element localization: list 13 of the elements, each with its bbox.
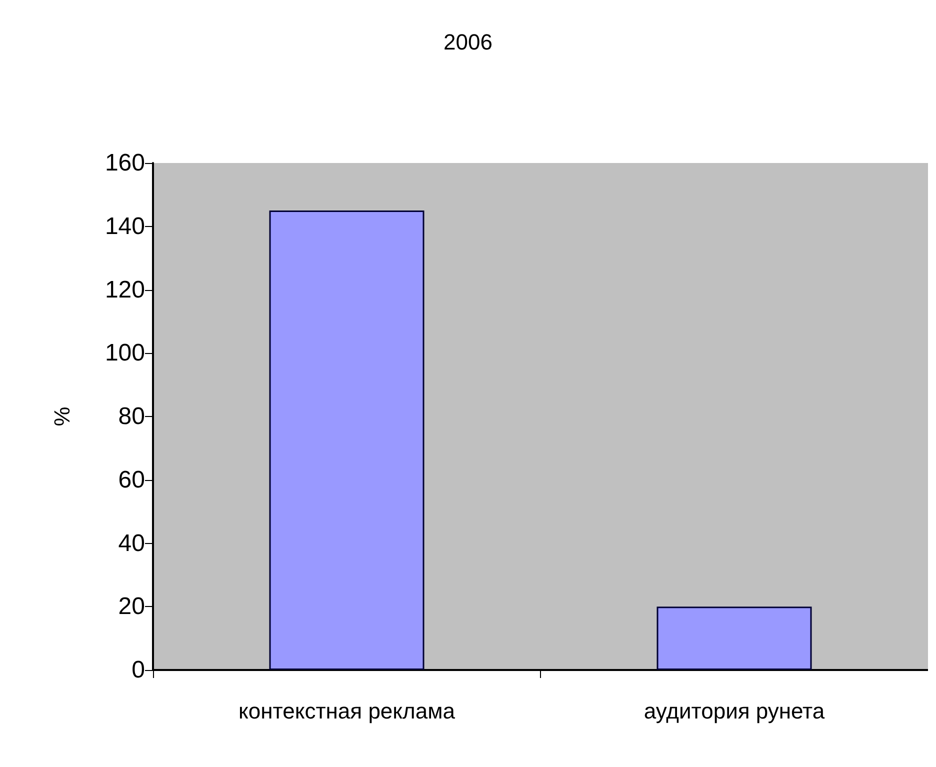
y-tick-label: 160 bbox=[104, 150, 145, 176]
chart-title: 2006 bbox=[444, 30, 492, 54]
x-tick-label: контекстная реклама bbox=[238, 698, 456, 724]
y-tick-label: 40 bbox=[118, 530, 145, 557]
y-tick-label: 120 bbox=[104, 276, 145, 304]
y-tick-label: 60 bbox=[118, 466, 145, 494]
y-tick-label: 20 bbox=[118, 593, 145, 620]
y-tick-label: 0 bbox=[132, 656, 145, 684]
y-tick-label: 80 bbox=[118, 403, 145, 430]
y-axis-title: % bbox=[50, 406, 74, 426]
y-tick-label: 140 bbox=[104, 212, 145, 240]
x-tick-label: аудитория рунета bbox=[644, 698, 826, 724]
y-tick-label: 100 bbox=[104, 340, 145, 367]
